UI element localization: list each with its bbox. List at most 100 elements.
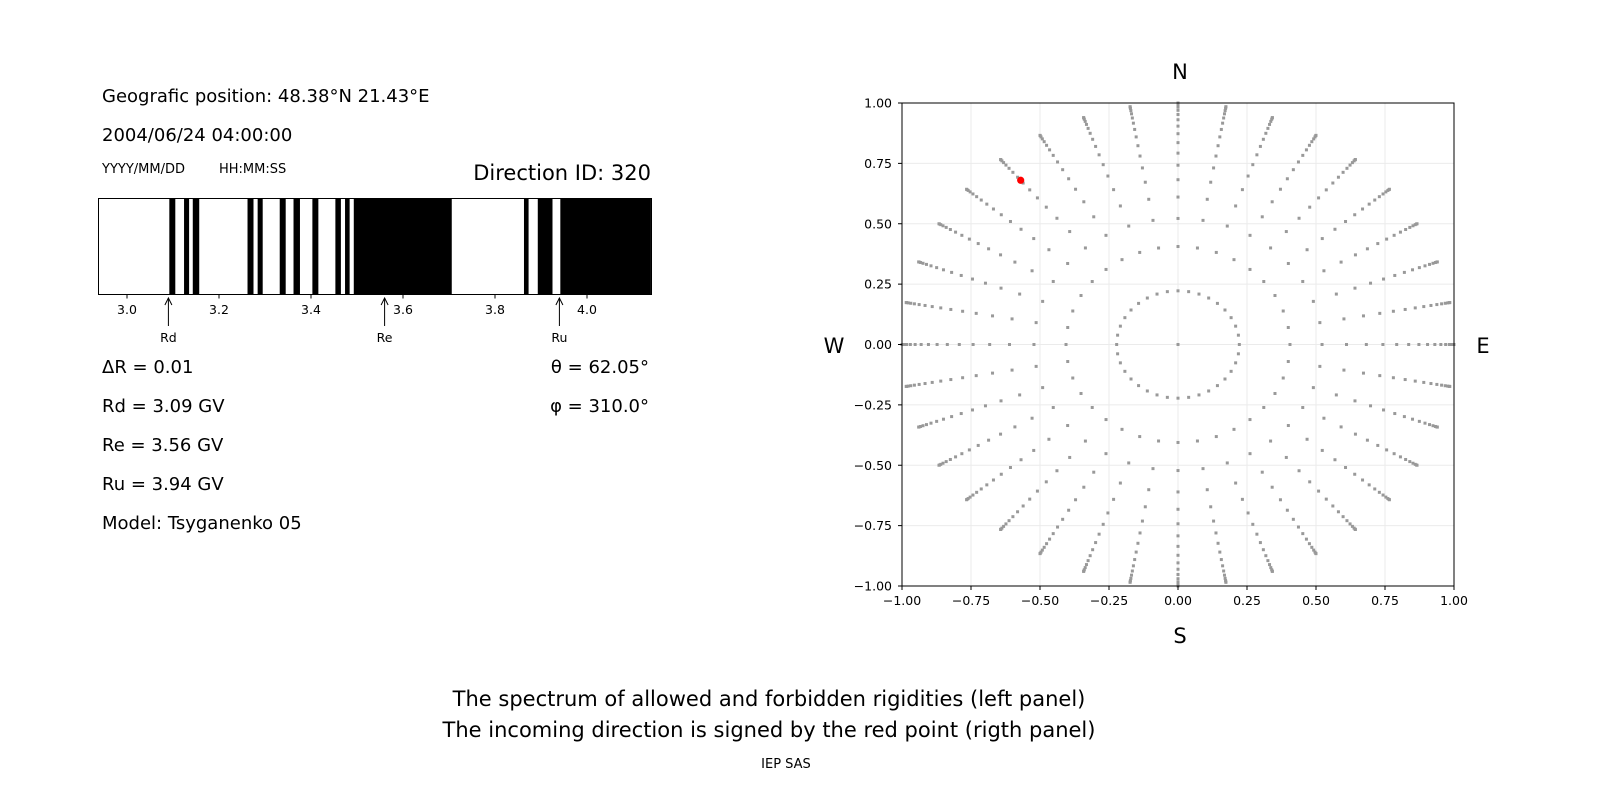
direction-point <box>1251 522 1255 526</box>
direction-point <box>1331 181 1335 185</box>
direction-point <box>1088 554 1092 558</box>
x-tick-label: 0.50 <box>1302 593 1330 608</box>
direction-point <box>1246 174 1250 178</box>
direction-point <box>1314 552 1318 556</box>
direction-point <box>991 371 995 375</box>
direction-point <box>1147 488 1151 492</box>
direction-id: Direction ID: 320 <box>473 161 651 185</box>
direction-point <box>1255 532 1259 536</box>
direction-point <box>1308 480 1312 484</box>
rigidity-spectrum: 3.0 3.2 3.4 3.6 3.8 4.0 Rd Re Ru <box>98 198 652 345</box>
direction-point <box>1334 292 1338 296</box>
direction-point <box>909 301 913 305</box>
direction-point <box>929 264 933 268</box>
rd-value: Rd = 3.09 GV <box>102 396 225 417</box>
direction-point <box>1387 498 1391 502</box>
direction-point <box>1423 264 1427 268</box>
direction-point <box>909 384 913 388</box>
direction-point <box>1448 384 1452 388</box>
direction-point <box>1229 369 1233 373</box>
direction-point <box>1353 472 1357 476</box>
direction-point <box>1251 163 1255 167</box>
spectrum-frame <box>98 198 652 295</box>
direction-point <box>919 343 923 346</box>
direction-point <box>904 384 908 388</box>
direction-point <box>1342 317 1346 321</box>
direction-point <box>1074 187 1078 191</box>
direction-point <box>1269 566 1273 570</box>
direction-point <box>1268 122 1272 126</box>
direction-point <box>1215 301 1219 305</box>
direction-point <box>949 378 953 382</box>
direction-point <box>999 432 1003 436</box>
direction-point <box>1413 379 1417 383</box>
direction-point <box>1341 170 1345 174</box>
direction-point <box>1134 550 1138 554</box>
direction-point <box>1392 452 1396 456</box>
y-tick-label: −0.25 <box>854 397 892 412</box>
direction-point <box>967 237 971 241</box>
direction-point <box>1051 279 1055 283</box>
direction-point <box>1350 524 1354 528</box>
direction-point <box>1353 158 1357 162</box>
direction-point <box>1021 504 1025 508</box>
direction-point <box>1269 119 1273 123</box>
direction-point <box>976 443 980 447</box>
direction-point <box>1381 493 1385 497</box>
direction-point <box>1261 137 1265 141</box>
direction-point <box>974 374 978 378</box>
direction-point <box>1035 489 1039 493</box>
direction-point <box>1140 519 1144 523</box>
direction-point <box>1048 537 1052 541</box>
direction-point <box>1348 163 1352 167</box>
direction-point <box>1365 438 1369 442</box>
direction-point <box>979 487 983 491</box>
direction-point <box>1176 105 1180 109</box>
direction-point <box>1127 461 1131 465</box>
direction-point <box>1417 419 1421 423</box>
direction-point <box>1417 343 1421 346</box>
x-tick-label: 0.00 <box>1164 593 1192 608</box>
direction-point <box>1130 116 1134 120</box>
direction-point <box>1066 325 1070 329</box>
direction-point <box>1307 143 1311 147</box>
direction-point <box>1165 395 1169 399</box>
direction-point <box>1422 305 1426 309</box>
direction-point <box>1222 569 1226 573</box>
direction-point <box>1262 280 1266 284</box>
direction-point <box>1155 393 1159 397</box>
caption-line-1: The spectrum of allowed and forbidden ri… <box>452 687 1086 711</box>
x-tick-label: 3.6 <box>393 302 413 317</box>
direction-point <box>1398 455 1402 459</box>
direction-point <box>1258 144 1262 148</box>
direction-point <box>999 472 1003 476</box>
direction-point <box>1067 508 1071 512</box>
direction-point <box>1221 564 1225 568</box>
direction-point <box>1084 563 1088 567</box>
direction-point <box>1320 237 1324 241</box>
direction-point <box>1435 260 1439 264</box>
datetime: 2004/06/24 04:00:00 <box>102 125 292 146</box>
direction-point <box>1367 483 1371 487</box>
phi-value: φ = 310.0° <box>550 396 649 417</box>
direction-point <box>1066 261 1070 265</box>
direction-point <box>1411 268 1415 272</box>
direction-point <box>1034 364 1038 368</box>
direction-point <box>1341 515 1345 519</box>
direction-point <box>1083 246 1087 250</box>
direction-point <box>1270 200 1274 204</box>
direction-point <box>1402 415 1406 419</box>
direction-point <box>1094 144 1098 148</box>
direction-point <box>1431 261 1435 265</box>
direction-point <box>1387 187 1391 191</box>
forbidden-band <box>523 198 529 295</box>
direction-point <box>1048 148 1052 152</box>
direction-point <box>1225 224 1229 228</box>
direction-point <box>1071 309 1075 313</box>
geo-position: Geografic position: 48.38°N 21.43°E <box>102 86 430 107</box>
direction-point <box>1116 352 1120 356</box>
marker-arrow-head <box>164 296 173 306</box>
direction-point <box>1010 317 1014 321</box>
direction-point <box>1133 558 1137 562</box>
direction-point <box>1342 368 1346 372</box>
